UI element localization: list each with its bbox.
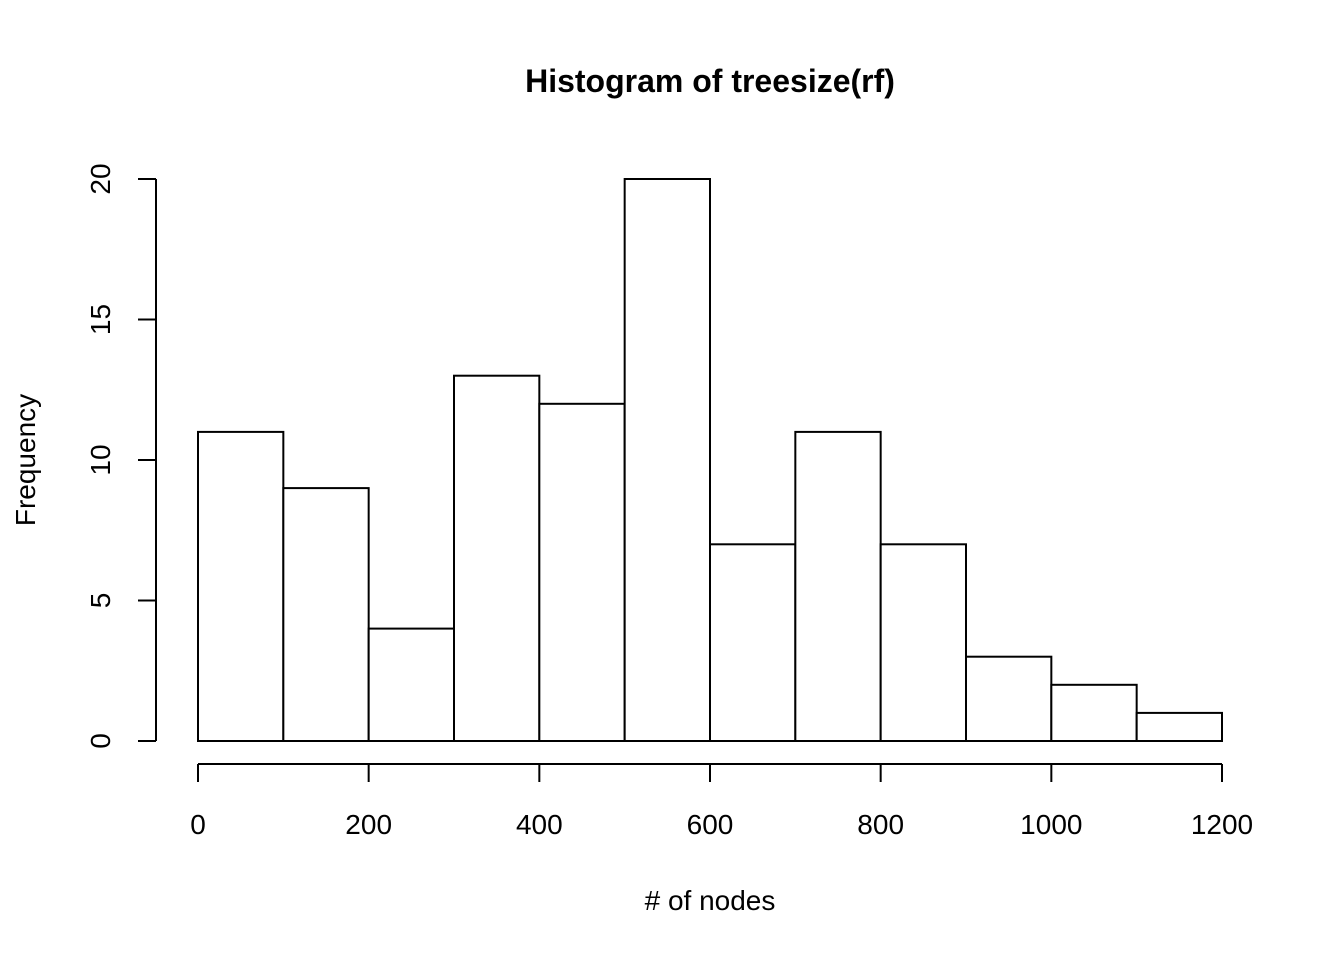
histogram-bar: [367, 627, 455, 742]
y-tick-label: 20: [85, 163, 116, 194]
y-axis-label: Frequency: [10, 394, 41, 526]
histogram-bar: [197, 430, 285, 742]
y-tick-label: 10: [85, 444, 116, 475]
y-tick-label: 0: [85, 733, 116, 749]
histogram-bar: [1135, 711, 1223, 743]
histogram-bar: [453, 374, 541, 742]
x-tick-label: 1000: [1020, 809, 1082, 840]
y-tick-label: 5: [85, 593, 116, 609]
chart-title: Histogram of treesize(rf): [525, 63, 895, 99]
x-axis-label: # of nodes: [645, 885, 776, 916]
histogram-bar: [965, 655, 1053, 743]
x-tick-label: 800: [857, 809, 904, 840]
y-axis: 0 5 10 15 20: [85, 163, 157, 749]
x-tick-label: 600: [687, 809, 734, 840]
x-tick-label: 400: [516, 809, 563, 840]
histogram-bar: [623, 178, 712, 742]
y-tick-label: 15: [85, 304, 116, 335]
x-tick-label: 200: [345, 809, 392, 840]
x-tick-label: 1200: [1191, 809, 1253, 840]
bars-group: [197, 178, 1223, 743]
histogram-bar: [282, 487, 370, 742]
histogram-bar: [709, 543, 797, 742]
x-axis: 0 200 400 600 800 1000 1200: [190, 763, 1253, 840]
histogram-bar: [538, 402, 626, 742]
histogram-bar: [879, 543, 968, 742]
histogram-bar: [1050, 683, 1138, 742]
x-tick-label: 0: [190, 809, 206, 840]
histogram-bar: [794, 430, 882, 742]
